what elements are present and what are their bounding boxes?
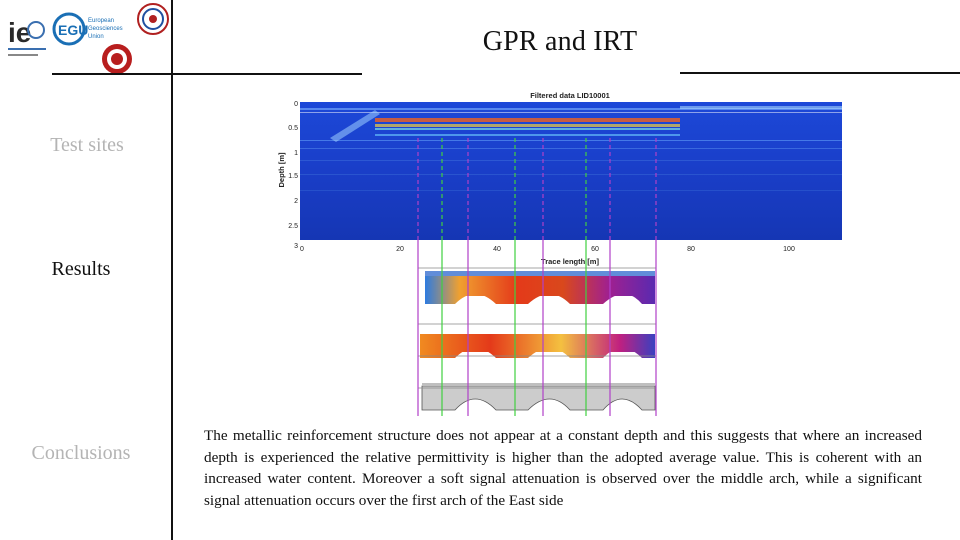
xtick-label: 60	[591, 246, 599, 253]
university-seal-logo	[136, 2, 170, 41]
gpr-irt-figure: Filtered data LID10001 Depth [m] 0 0.5 1…	[277, 91, 842, 416]
institution-seal-logo	[100, 42, 134, 81]
radargram-xlabel: Trace length [m]	[541, 257, 599, 266]
ytick-label: 0.5	[288, 125, 298, 132]
purple-guide-lines	[417, 240, 657, 416]
slide-title: GPR and IRT	[482, 26, 638, 57]
egu-letters: EGU	[58, 22, 88, 38]
nav-item-results[interactable]: Results	[51, 258, 111, 280]
xtick-label: 40	[493, 246, 501, 253]
sidebar-divider	[171, 0, 173, 540]
header-divider-left	[52, 73, 362, 75]
egu-logo: EGU European Geosciences Union	[52, 10, 138, 53]
xtick-label: 0	[300, 246, 304, 253]
header-divider-right	[680, 72, 960, 74]
radargram-title: Filtered data LID10001	[530, 91, 610, 100]
radargram-yticks: 0 0.5 1 1.5 2 2.5 3	[288, 101, 298, 250]
xtick-label: 20	[396, 246, 404, 253]
xtick-label: 100	[783, 246, 795, 253]
ytick-label: 1	[294, 150, 298, 157]
ytick-label: 2.5	[288, 223, 298, 230]
xtick-label: 80	[687, 246, 695, 253]
logo1-letters: ie	[8, 17, 31, 48]
thermal-image-top	[425, 271, 655, 304]
ytick-label: 0	[294, 101, 298, 108]
ytick-label: 3	[294, 243, 298, 250]
bridge-profile	[421, 383, 656, 411]
radargram-xticks: 0 20 40 60 80 100	[300, 246, 795, 253]
radargram-ylabel: Depth [m]	[277, 152, 286, 187]
egu-text-2: Geosciences	[88, 26, 123, 32]
institution-logo-1: ie	[6, 10, 50, 69]
ytick-label: 1.5	[288, 173, 298, 180]
guide-dashes	[417, 138, 657, 240]
results-description: The metallic reinforcement structure doe…	[204, 427, 922, 509]
egu-text-3: Union	[88, 34, 104, 40]
radargram-image	[300, 102, 842, 240]
thermal-image-middle	[420, 334, 655, 358]
nav-item-test-sites[interactable]: Test sites	[50, 134, 124, 156]
green-guide-lines	[441, 240, 587, 416]
egu-text-1: European	[88, 18, 114, 24]
ytick-label: 2	[294, 198, 298, 205]
nav-item-conclusions[interactable]: Conclusions	[31, 442, 131, 464]
